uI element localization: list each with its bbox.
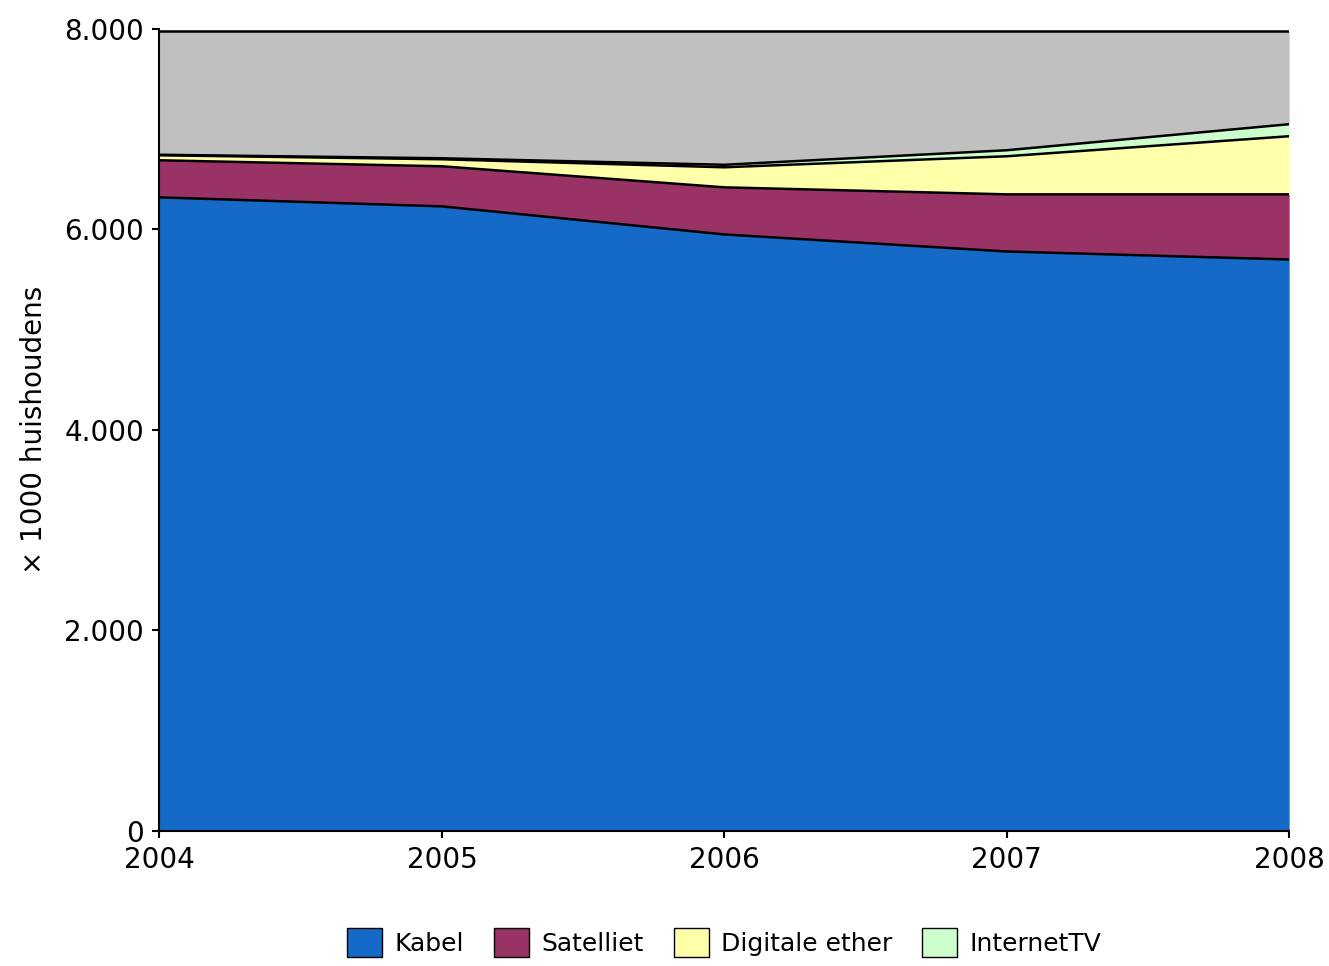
Legend: Kabel, Satelliet, Digitale ether, InternetTV: Kabel, Satelliet, Digitale ether, Intern…	[334, 916, 1115, 966]
Y-axis label: × 1000 huishoudens: × 1000 huishoudens	[20, 286, 48, 574]
